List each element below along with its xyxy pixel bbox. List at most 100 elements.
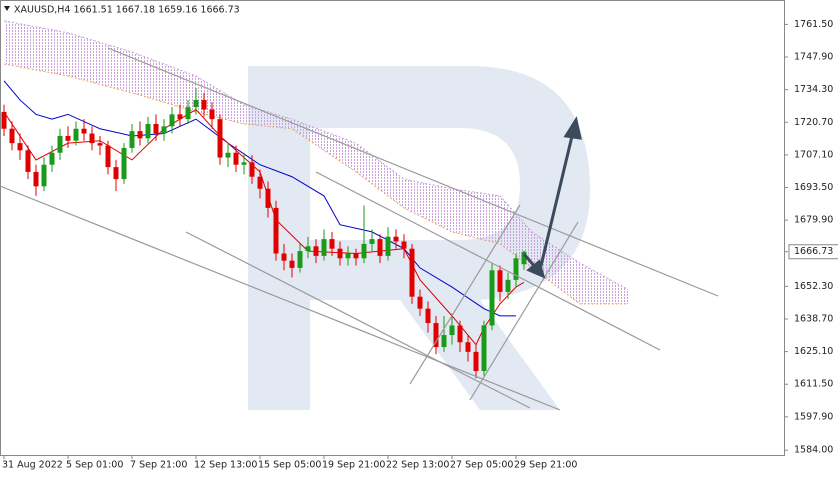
candle-body bbox=[153, 123, 159, 134]
candle-body bbox=[353, 253, 359, 259]
candle-body bbox=[273, 207, 279, 254]
x-tick-label: 7 Sep 21:00 bbox=[130, 460, 187, 471]
candle-body bbox=[385, 236, 391, 256]
candle-body bbox=[305, 246, 311, 252]
price-label-box bbox=[788, 244, 838, 260]
candle-body bbox=[473, 351, 479, 372]
indicator-line bbox=[3, 80, 516, 317]
candle-body bbox=[505, 279, 511, 292]
y-tick-label: 1584.00 bbox=[794, 445, 833, 456]
candle-body bbox=[281, 253, 287, 261]
menu-triangle bbox=[4, 6, 10, 11]
candle-body bbox=[161, 126, 167, 134]
x-tick-label: 31 Aug 2022 bbox=[2, 460, 63, 471]
y-tick-label: 1625.10 bbox=[794, 346, 833, 357]
candle-body bbox=[17, 143, 23, 151]
candle-body bbox=[345, 253, 351, 259]
candle-body bbox=[33, 171, 39, 187]
y-tick-label: 1693.50 bbox=[794, 182, 833, 193]
candle-body bbox=[265, 188, 271, 208]
candle-body bbox=[329, 239, 335, 249]
candle-body bbox=[513, 258, 519, 280]
candle-body bbox=[465, 342, 471, 352]
candle-body bbox=[497, 270, 503, 292]
y-tick-label: 1597.90 bbox=[794, 411, 833, 422]
y-tick-label: 1747.90 bbox=[794, 52, 833, 63]
candle-body bbox=[185, 107, 191, 120]
cloud-area bbox=[4, 20, 628, 304]
channel-lines bbox=[0, 47, 719, 411]
candle-body bbox=[401, 241, 407, 249]
cloud-edge bbox=[3, 20, 629, 290]
candle-body bbox=[49, 152, 55, 165]
candle-body bbox=[145, 123, 151, 139]
candle-body bbox=[177, 114, 183, 120]
candle-body bbox=[57, 135, 63, 153]
candle-body bbox=[361, 243, 367, 259]
x-tick-label: 27 Sep 05:00 bbox=[450, 460, 513, 471]
candle-body bbox=[193, 99, 199, 108]
candle-body bbox=[233, 152, 239, 165]
candle-body bbox=[521, 251, 527, 265]
plot-frame bbox=[0, 0, 785, 456]
candle-body bbox=[121, 147, 127, 180]
candle-body bbox=[409, 248, 415, 297]
candle-body bbox=[441, 335, 447, 348]
candle-body bbox=[137, 131, 143, 139]
y-tick-label: 1679.90 bbox=[794, 215, 833, 226]
y-tick-label: 1761.50 bbox=[794, 19, 833, 30]
candle-body bbox=[489, 270, 495, 326]
y-tick-label: 1707.10 bbox=[794, 149, 833, 160]
candle-body bbox=[393, 236, 399, 242]
candle-body bbox=[65, 135, 71, 141]
candle-body bbox=[481, 325, 487, 372]
candle-body bbox=[321, 239, 327, 256]
candle-body bbox=[25, 150, 31, 172]
candle-body bbox=[337, 248, 343, 259]
candle-body bbox=[449, 325, 455, 336]
y-tick-label: 1666.73 bbox=[794, 246, 833, 257]
candle-body bbox=[249, 162, 255, 177]
forecast-arrows bbox=[522, 116, 582, 279]
candle-body bbox=[217, 119, 223, 158]
x-tick-label: 22 Sep 13:00 bbox=[386, 460, 449, 471]
candle-body bbox=[225, 152, 231, 158]
candle-body bbox=[377, 239, 383, 256]
candle-body bbox=[89, 133, 95, 144]
candle-body bbox=[1, 111, 7, 129]
x-tick-label: 12 Sep 13:00 bbox=[194, 460, 257, 471]
candle-body bbox=[457, 325, 463, 343]
candle-body bbox=[289, 260, 295, 268]
candle-body bbox=[97, 143, 103, 146]
y-tick-label: 1611.50 bbox=[794, 379, 833, 390]
candle-body bbox=[201, 99, 207, 110]
plot bbox=[1, 20, 629, 379]
y-tick-label: 1734.30 bbox=[794, 84, 833, 95]
y-tick-label: 1720.70 bbox=[794, 117, 833, 128]
candle-body bbox=[369, 239, 375, 244]
y-tick-label: 1652.30 bbox=[794, 281, 833, 292]
candle-body bbox=[9, 128, 15, 144]
chart-title: XAUUSD,H4 1661.51 1667.18 1659.16 1666.7… bbox=[14, 5, 240, 16]
y-tick-label: 1638.70 bbox=[794, 313, 833, 324]
x-tick-label: 15 Sep 05:00 bbox=[258, 460, 321, 471]
candle-body bbox=[105, 145, 111, 168]
candle-body bbox=[129, 131, 135, 148]
candle-body bbox=[113, 167, 119, 180]
candle-body bbox=[73, 128, 79, 141]
x-tick-label: 19 Sep 21:00 bbox=[322, 460, 385, 471]
candle-body bbox=[241, 162, 247, 165]
candle-body bbox=[425, 308, 431, 324]
candle-body bbox=[257, 176, 263, 189]
x-tick-label: 5 Sep 01:00 bbox=[66, 460, 123, 471]
candle-body bbox=[81, 128, 87, 134]
candle-body bbox=[297, 251, 303, 268]
x-tick-label: 29 Sep 21:00 bbox=[514, 460, 577, 471]
candle-body bbox=[313, 246, 319, 256]
candle-body bbox=[433, 323, 439, 348]
candle-body bbox=[169, 114, 175, 127]
candle-body bbox=[41, 164, 47, 187]
candle-body bbox=[209, 109, 215, 120]
candle-body bbox=[417, 296, 423, 309]
